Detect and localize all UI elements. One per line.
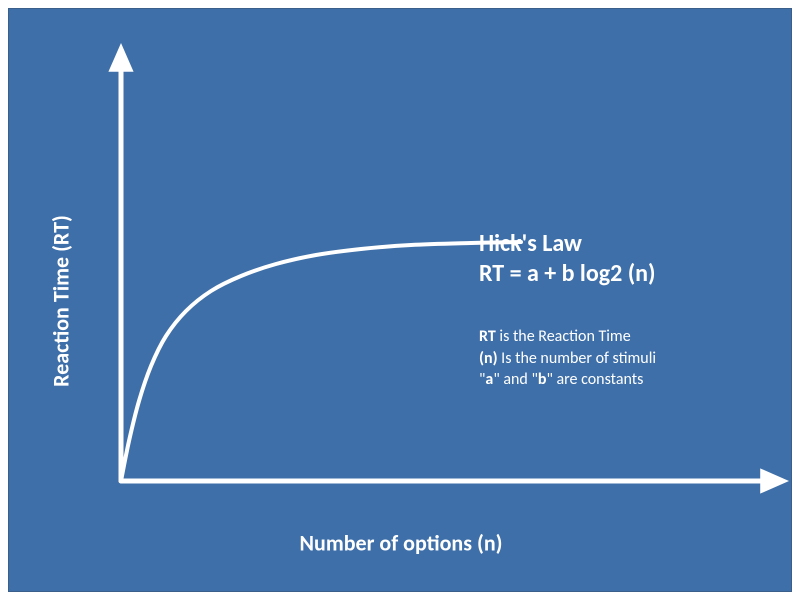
- x-axis-label-text: Number of options (n): [300, 530, 503, 557]
- y-axis-label: Reaction Time (RT): [48, 215, 75, 387]
- desc-line-ab: "a" and "b" are constants: [479, 369, 656, 391]
- law-title-block: Hick's Law RT = a + b log2 (n): [479, 229, 656, 289]
- desc-line-rt: RT is the Reaction Time: [479, 326, 656, 348]
- law-title: Hick's Law: [479, 229, 656, 259]
- desc-rt-bold: RT: [479, 327, 496, 346]
- law-description: RT is the Reaction Time (n) Is the numbe…: [479, 326, 656, 391]
- chart-svg: [9, 9, 793, 593]
- desc-ab-post: " are constants: [546, 370, 643, 389]
- x-axis-label: Number of options (n): [300, 530, 503, 557]
- desc-rt-rest: is the Reaction Time: [496, 327, 631, 346]
- slide-root: Reaction Time (RT) Number of options (n)…: [0, 0, 800, 600]
- y-axis-label-text: Reaction Time (RT): [48, 215, 75, 387]
- desc-n-bold: (n): [479, 349, 498, 368]
- desc-ab-mid: " and ": [493, 370, 538, 389]
- chart-panel: Reaction Time (RT) Number of options (n)…: [8, 8, 792, 592]
- desc-n-rest: Is the number of stimuli: [498, 349, 656, 368]
- law-formula: RT = a + b log2 (n): [479, 259, 656, 289]
- desc-line-n: (n) Is the number of stimuli: [479, 348, 656, 370]
